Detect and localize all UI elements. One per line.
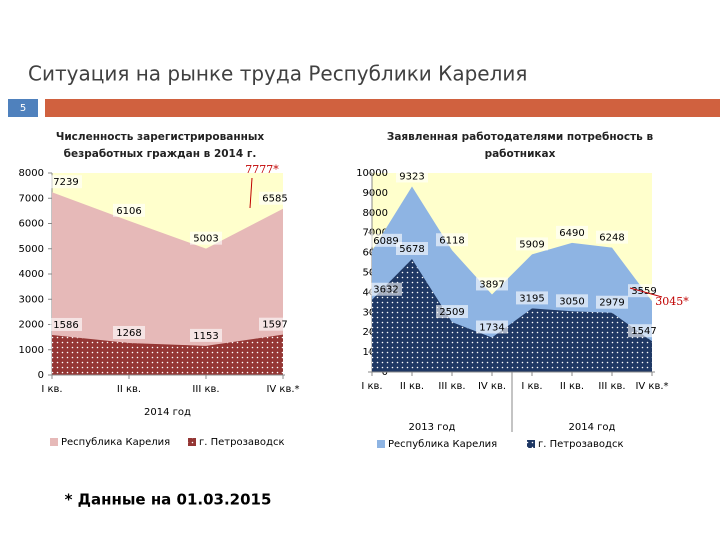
annotation-arrow <box>629 287 663 298</box>
annotation-arrow <box>249 177 253 209</box>
legend-label: г. Петрозаводск <box>538 439 623 450</box>
data-label-bg <box>596 295 628 309</box>
y-tick-label: 9000 <box>363 188 388 199</box>
data-label-bg <box>476 320 508 334</box>
data-label: 1153 <box>193 331 218 342</box>
footnote: * Данные на 01.03.2015 <box>65 491 272 509</box>
data-label-bg <box>113 325 145 339</box>
y-tick-label: 5000 <box>19 244 44 255</box>
data-label: 3050 <box>559 296 584 307</box>
data-label-bg <box>190 231 222 245</box>
data-label-bg <box>396 169 428 183</box>
x-group-label: 2013 год <box>409 422 456 433</box>
data-label: 7239 <box>53 177 78 188</box>
data-label-bg <box>370 233 402 247</box>
y-tick-label: 3000 <box>19 294 44 305</box>
slide-number: 5 <box>20 103 26 114</box>
data-label: 6490 <box>559 228 584 239</box>
data-label-bg <box>190 328 222 342</box>
data-label: 1547 <box>631 326 656 337</box>
x-tick-label: I кв. <box>41 384 62 395</box>
x-tick-label: II кв. <box>400 381 424 392</box>
chart-title: Заявленная работодателями потребность в <box>387 131 654 143</box>
data-label-bg <box>370 282 402 296</box>
data-label: 1597 <box>262 320 287 331</box>
legend-marker <box>527 440 535 448</box>
slide-title: Ситуация на рынке труда Республики Карел… <box>28 62 527 86</box>
x-tick-label: IV кв. <box>478 381 506 392</box>
header-bar <box>45 99 720 117</box>
data-label: 3897 <box>479 279 504 290</box>
data-label: 2979 <box>599 298 624 309</box>
data-label: 1734 <box>479 322 504 333</box>
data-label: 9323 <box>399 171 424 182</box>
chart-title: работниках <box>485 148 556 160</box>
y-tick-label: 7000 <box>363 228 388 239</box>
x-tick-label: III кв. <box>598 381 625 392</box>
chart-title: безработных граждан в 2014 г. <box>64 148 257 160</box>
annotation: 3045* <box>655 295 689 308</box>
data-label: 3632 <box>373 285 398 296</box>
y-tick-label: 8000 <box>363 208 388 219</box>
data-label-bg <box>50 175 82 189</box>
data-label-bg <box>556 225 588 239</box>
data-label-bg <box>628 324 660 338</box>
data-label-bg <box>396 242 428 256</box>
x-tick-label: IV кв.* <box>266 384 299 395</box>
y-tick-label: 8000 <box>19 168 44 179</box>
data-label: 6106 <box>116 206 141 217</box>
data-label: 5909 <box>519 239 544 250</box>
chart-title: Численность зарегистрированных <box>56 131 265 143</box>
data-label-bg <box>259 191 291 205</box>
data-label: 6248 <box>599 233 624 244</box>
legend-marker <box>50 438 58 446</box>
y-tick-label: 6000 <box>19 219 44 230</box>
data-label: 5003 <box>193 234 218 245</box>
data-label-bg <box>516 291 548 305</box>
data-label-bg <box>259 317 291 331</box>
data-label: 6089 <box>373 236 398 247</box>
data-label-bg <box>113 203 145 217</box>
data-label: 6585 <box>262 194 287 205</box>
slide-number-box <box>8 99 38 117</box>
x-tick-label: IV кв.* <box>635 381 668 392</box>
data-label-bg <box>476 277 508 291</box>
y-tick-label: 4000 <box>19 269 44 280</box>
x-tick-label: II кв. <box>560 381 584 392</box>
area <box>52 192 283 375</box>
x-axis-label: 2014 год <box>144 407 191 418</box>
area <box>52 334 283 375</box>
y-tick-label: 0 <box>38 370 44 381</box>
data-label: 3195 <box>519 293 544 304</box>
y-tick-label: 7000 <box>19 193 44 204</box>
data-label-bg <box>436 233 468 247</box>
legend-label: Республика Карелия <box>61 437 170 448</box>
legend-label: г. Петрозаводск <box>199 437 284 448</box>
area <box>372 259 652 372</box>
legend-marker <box>188 438 196 446</box>
data-label: 2509 <box>439 307 464 318</box>
data-label-bg <box>556 294 588 308</box>
x-tick-label: II кв. <box>117 384 141 395</box>
data-label: 1586 <box>53 320 78 331</box>
x-group-label: 2014 год <box>569 422 616 433</box>
data-label-bg <box>50 317 82 331</box>
legend-marker <box>377 440 385 448</box>
legend-label: Республика Карелия <box>388 439 497 450</box>
x-tick-label: I кв. <box>521 381 542 392</box>
data-label: 5678 <box>399 244 424 255</box>
data-label: 1268 <box>116 328 141 339</box>
data-label-bg <box>596 230 628 244</box>
x-tick-label: III кв. <box>192 384 219 395</box>
y-tick-label: 1000 <box>19 345 44 356</box>
data-label: 6118 <box>439 235 464 246</box>
y-tick-label: 2000 <box>19 320 44 331</box>
x-tick-label: I кв. <box>361 381 382 392</box>
data-label-bg <box>436 305 468 319</box>
x-tick-label: III кв. <box>438 381 465 392</box>
annotation: 7777* <box>245 163 279 176</box>
data-label-bg <box>516 237 548 251</box>
